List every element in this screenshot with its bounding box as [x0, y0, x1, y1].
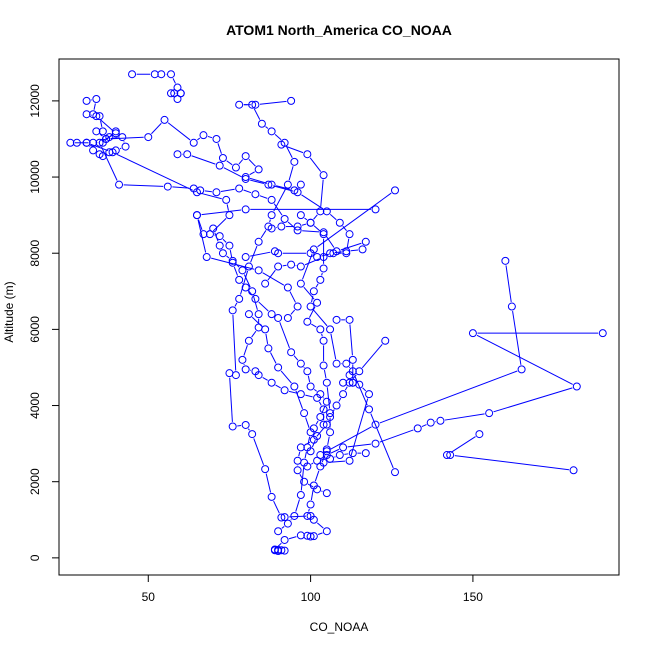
series-segment: [270, 220, 271, 223]
series-segment: [349, 367, 350, 368]
y-tick-label: 10000: [28, 160, 42, 194]
series-segment: [283, 265, 287, 266]
series-segment: [242, 283, 243, 284]
y-tick-label: 6000: [28, 316, 42, 343]
series-segment: [309, 509, 310, 512]
series-segment: [323, 398, 324, 399]
x-axis-label: CO_NOAA: [310, 620, 369, 634]
series-segment: [322, 334, 323, 337]
y-tick-label: 0: [28, 554, 42, 561]
series-segment: [304, 367, 305, 368]
x-tick-label: 50: [142, 590, 156, 604]
series-segment: [291, 519, 292, 520]
x-tick-label: 100: [301, 590, 321, 604]
series-segment: [344, 454, 348, 455]
y-axis-label: Altitude (m): [2, 281, 16, 342]
y-tick-label: 2000: [28, 468, 42, 495]
chart-title: ATOM1 North_America CO_NOAA: [226, 22, 452, 38]
series-segment: [90, 146, 91, 147]
x-tick-label: 150: [463, 590, 483, 604]
y-tick-label: 4000: [28, 392, 42, 419]
series-segment: [322, 273, 323, 276]
y-tick-label: 8000: [28, 240, 42, 267]
y-tick-label: 12000: [28, 84, 42, 118]
